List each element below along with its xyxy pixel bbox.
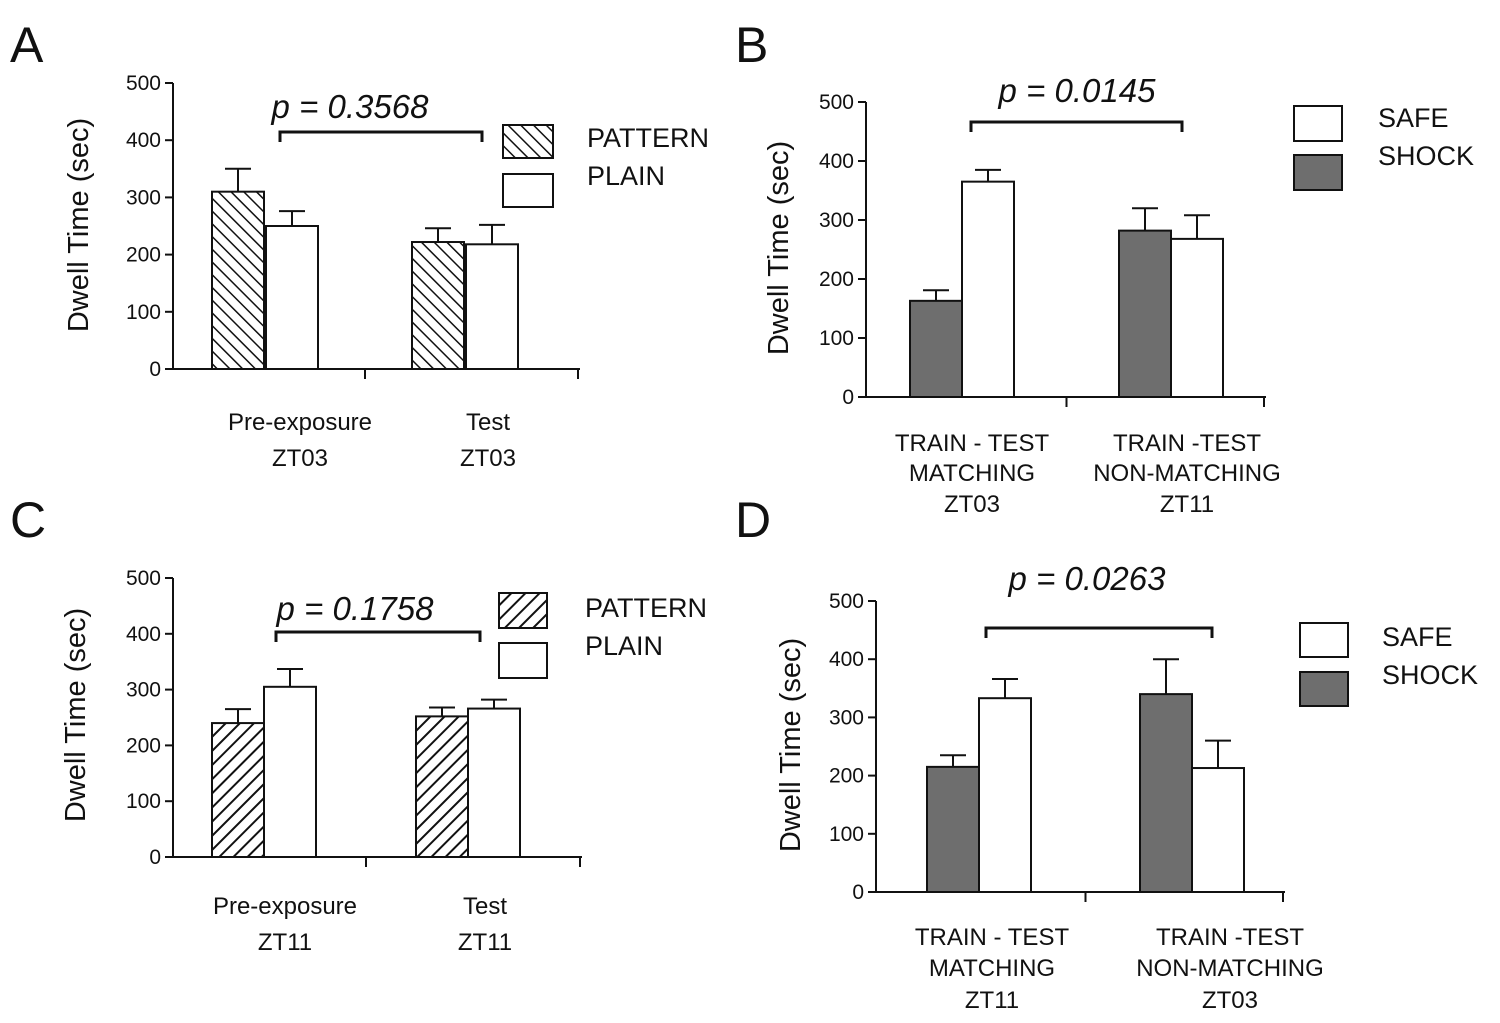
panel-a-category-1-line-1: ZT03 (460, 445, 516, 472)
panel-b-category-0-line-1: MATCHING (909, 460, 1035, 487)
panel-letter-c: C (10, 492, 46, 548)
panel-c-bar-plain-0 (263, 685, 317, 858)
panel-b-y-tick-label-5: 500 (819, 91, 854, 114)
panel-d-legend-swatch-1 (1299, 671, 1349, 707)
panel-d-chart: Dwell Time (sec) p = 0.0263 SAFE SHOCK T… (775, 560, 1478, 1014)
panel-b-bar-shock-0 (909, 299, 963, 398)
panel-d-y-tick-label-4: 400 (829, 648, 864, 671)
panel-b-category-1-line-2: ZT11 (1160, 491, 1214, 518)
panel-b-significance-bracket (969, 120, 1184, 132)
panel-a-ylabel: Dwell Time (sec) (63, 118, 95, 332)
panel-b-legend-swatch-1 (1293, 154, 1343, 191)
panel-a-y-tick-label-1: 100 (126, 301, 161, 324)
panel-c-y-tick-label-5: 500 (126, 567, 161, 590)
panel-b-legend-label-safe: SAFE (1378, 103, 1449, 133)
panel-a-category-0-line-1: ZT03 (272, 445, 328, 472)
panel-b-bar-safe-0 (961, 180, 1015, 398)
panel-b-y-tick-label-0: 0 (842, 386, 854, 409)
panel-c-y-tick-label-2: 200 (126, 734, 161, 757)
panel-a-y-tick-label-3: 300 (126, 186, 161, 209)
panel-a-legend-swatch-0 (502, 124, 554, 159)
panel-c-ylabel: Dwell Time (sec) (60, 608, 92, 822)
panel-a-legend-label-plain: PLAIN (587, 161, 665, 191)
panel-d-bar-shock-1 (1139, 693, 1193, 893)
panel-a-y-tick-label-5: 500 (126, 72, 161, 95)
panel-c-y-tick-label-4: 400 (126, 623, 161, 646)
panel-b-bar-safe-1 (1170, 237, 1224, 398)
panel-d-bar-safe-0 (978, 697, 1032, 893)
panel-c-p-value: p = 0.1758 (276, 590, 435, 627)
panel-d-bar-shock-0 (926, 765, 980, 893)
panel-c-category-0-line-1: ZT11 (258, 929, 312, 956)
panel-d-significance-bracket (984, 626, 1214, 638)
panel-c-legend-label-plain: PLAIN (585, 631, 663, 661)
panel-c-bar-pattern-1 (415, 715, 469, 858)
panel-d-bar-safe-1 (1191, 767, 1245, 893)
panel-d-p-value: p = 0.0263 (1008, 560, 1167, 597)
panel-b-category-1-line-0: TRAIN -TEST (1113, 430, 1261, 457)
panel-a-bar-plain-0 (265, 225, 319, 370)
panel-a-p-value: p = 0.3568 (271, 88, 430, 125)
panel-a-y-tick-label-4: 400 (126, 129, 161, 152)
panel-a-y-tick-label-2: 200 (126, 244, 161, 267)
panel-c-category-1-line-1: ZT11 (458, 929, 512, 956)
panel-a-legend-swatch-1 (502, 173, 554, 208)
panel-d-category-0-line-1: MATCHING (929, 955, 1055, 982)
panel-b-category-0-line-0: TRAIN - TEST (895, 430, 1050, 457)
panel-a-category-1-line-0: Test (466, 409, 510, 436)
panel-b-p-value: p = 0.0145 (998, 72, 1157, 109)
panel-b-y-tick-label-3: 300 (819, 209, 854, 232)
panel-c-bar-plain-1 (467, 707, 521, 859)
panel-b-legend-label-shock: SHOCK (1378, 141, 1474, 171)
panel-d-category-0-line-0: TRAIN - TEST (915, 924, 1070, 951)
panel-d-legend-label-safe: SAFE (1382, 622, 1453, 652)
panel-b-y-tick-label-4: 400 (819, 150, 854, 173)
panel-c-chart: Dwell Time (sec) p = 0.1758 PATTERN PLAI… (60, 567, 707, 956)
panel-c-category-1-line-0: Test (463, 893, 507, 920)
panel-d-y-tick-label-5: 500 (829, 590, 864, 613)
panel-d-category-1-line-2: ZT03 (1202, 987, 1258, 1014)
panel-c-y-tick-label-1: 100 (126, 790, 161, 813)
panel-letter-b: B (735, 17, 768, 73)
panel-c-y-tick-label-3: 300 (126, 679, 161, 702)
panel-a-bar-pattern-1 (411, 241, 465, 371)
panel-d-category-0-line-2: ZT11 (965, 987, 1019, 1014)
panel-b-category-0-line-2: ZT03 (944, 491, 1000, 518)
panel-d-y-tick-label-1: 100 (829, 823, 864, 846)
panel-b-y-tick-label-2: 200 (819, 268, 854, 291)
panel-a-y-tick-label-0: 0 (149, 358, 161, 381)
panel-b-category-1-line-1: NON-MATCHING (1093, 460, 1281, 487)
panel-d-y-tick-label-2: 200 (829, 765, 864, 788)
panel-a-legend-label-pattern: PATTERN (587, 123, 709, 153)
panel-b-bar-shock-1 (1118, 229, 1172, 398)
panel-c-legend-label-pattern: PATTERN (585, 593, 707, 623)
panel-d-legend-swatch-0 (1299, 622, 1349, 658)
panel-d-y-tick-label-3: 300 (829, 706, 864, 729)
panel-c-legend-swatch-0 (498, 592, 548, 629)
panel-c-category-0-line-0: Pre-exposure (213, 893, 357, 920)
panel-a-category-0-line-0: Pre-exposure (228, 409, 372, 436)
panel-b-chart: Dwell Time (sec) p = 0.0145 SAFE SHOCK T… (763, 72, 1474, 518)
panel-c-y-tick-label-0: 0 (149, 846, 161, 869)
panel-c-legend-swatch-1 (498, 642, 548, 679)
panel-a-bar-pattern-0 (211, 190, 265, 370)
panel-letter-d: D (735, 492, 771, 548)
panel-a-chart: Dwell Time (sec) p = 0.3568 PATTERN PLAI… (63, 72, 709, 472)
panel-c-bar-pattern-0 (211, 722, 265, 859)
panel-d-ylabel: Dwell Time (sec) (775, 638, 807, 852)
panel-c-significance-bracket (274, 630, 482, 642)
panel-letter-a: A (10, 17, 44, 73)
panel-d-category-1-line-0: TRAIN -TEST (1156, 924, 1304, 951)
panel-a-significance-bracket (278, 130, 484, 142)
panel-b-y-tick-label-1: 100 (819, 327, 854, 350)
panel-d-legend-label-shock: SHOCK (1382, 660, 1478, 690)
panel-d-category-1-line-1: NON-MATCHING (1136, 955, 1324, 982)
panel-b-legend-swatch-0 (1293, 105, 1343, 142)
panel-a-bar-plain-1 (465, 243, 519, 370)
panel-b-ylabel: Dwell Time (sec) (763, 141, 795, 355)
panel-d-y-tick-label-0: 0 (852, 881, 864, 904)
